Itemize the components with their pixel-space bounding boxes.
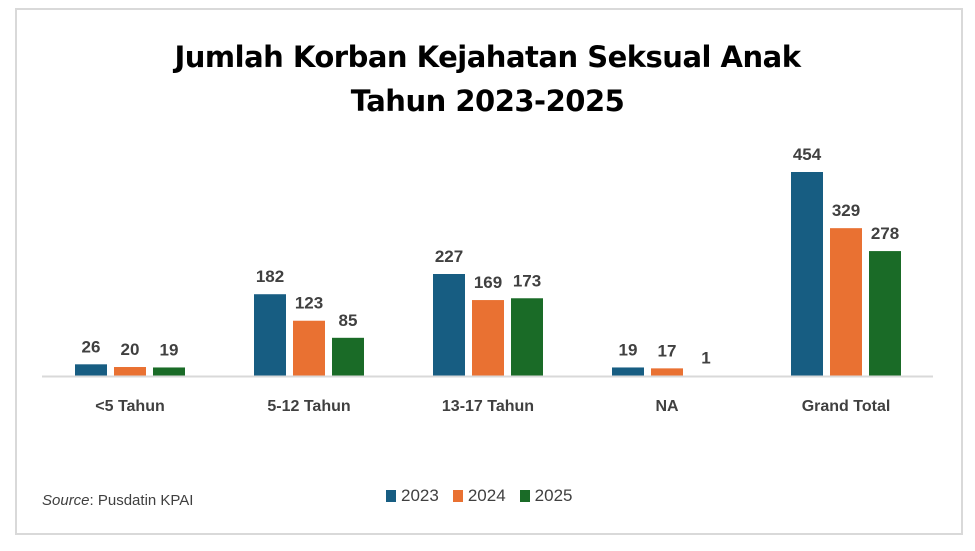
data-label: 26	[82, 337, 101, 356]
bar-2024	[651, 368, 683, 376]
bar-2024	[472, 300, 504, 376]
source-note: Source: Pusdatin KPAI	[42, 492, 193, 509]
data-label: 169	[474, 273, 502, 292]
source-label: Source	[42, 492, 90, 509]
data-label: 19	[619, 340, 638, 359]
bar-2025	[153, 367, 185, 376]
x-tick-label: 13-17 Tahun	[442, 398, 534, 415]
data-label: 173	[513, 271, 541, 290]
bar-2023	[612, 367, 644, 376]
source-text: : Pusdatin KPAI	[89, 492, 194, 509]
data-label: 85	[339, 311, 358, 330]
chart-title-line-2: Tahun 2023-2025	[350, 84, 625, 118]
x-tick-label: 5-12 Tahun	[267, 398, 350, 415]
data-label: 182	[256, 267, 284, 286]
bar-2025	[511, 298, 543, 376]
bar-2025	[332, 337, 364, 376]
data-label: 454	[793, 145, 822, 164]
legend: 2023 2024 2025	[386, 486, 572, 506]
bar-2024	[293, 320, 325, 376]
data-label: 20	[121, 340, 140, 359]
legend-swatch	[386, 490, 396, 502]
data-label: 17	[658, 341, 677, 360]
bar-2023	[433, 274, 465, 376]
legend-item-2024: 2024	[452, 486, 506, 506]
data-label: 123	[295, 294, 323, 313]
legend-label: 2024	[467, 486, 506, 505]
chart-title-line-1: Jumlah Korban Kejahatan Seksual Anak	[174, 40, 802, 74]
data-label: 227	[435, 247, 463, 266]
bar-2023	[791, 172, 823, 376]
data-label: 278	[871, 224, 899, 243]
legend-label: 2025	[534, 486, 573, 505]
data-label: 1	[701, 349, 710, 368]
legend-swatch	[452, 490, 463, 502]
bar-2023	[75, 364, 107, 376]
data-label: 329	[832, 201, 860, 220]
bar-2024	[114, 367, 146, 376]
bar-2024	[830, 228, 862, 376]
bar-2023	[254, 294, 286, 376]
x-tick-label: <5 Tahun	[95, 398, 165, 415]
legend-swatch	[519, 490, 530, 502]
legend-item-2023: 2023	[386, 486, 439, 506]
legend-item-2025: 2025	[519, 486, 573, 506]
data-label: 19	[160, 340, 179, 359]
x-tick-label: NA	[655, 398, 679, 415]
legend-label: 2023	[401, 486, 439, 505]
chart-frame	[15, 8, 963, 535]
x-tick-label: Grand Total	[802, 398, 891, 415]
bar-2025	[869, 251, 901, 376]
